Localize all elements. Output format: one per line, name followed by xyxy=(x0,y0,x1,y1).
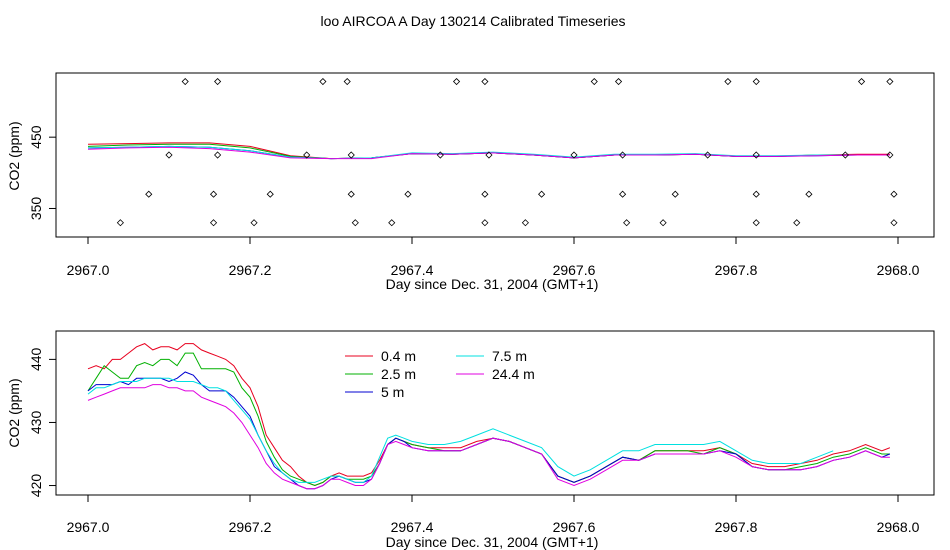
calibration-marker xyxy=(404,190,412,198)
legend-label: 5 m xyxy=(381,384,404,400)
x-tick-label: 2967.4 xyxy=(391,262,434,278)
calibration-marker xyxy=(752,151,760,159)
calibration-marker xyxy=(145,190,153,198)
calibration-marker xyxy=(890,190,898,198)
calibration-marker xyxy=(452,77,461,86)
calibration-marker xyxy=(481,77,489,86)
top-panel: 2967.0 2967.2 2967.4 2967.6 2967.8 2968.0 350… xyxy=(6,72,935,292)
calibration-marker xyxy=(538,190,546,198)
calibration-marker xyxy=(303,151,311,159)
calibration-marker xyxy=(343,77,351,86)
y-tick-label: 430 xyxy=(28,411,44,435)
bottom-x-axis-label: Day since Dec. 31, 2004 (GMT+1) xyxy=(386,534,599,550)
calibration-marker xyxy=(347,190,355,198)
calibration-marker xyxy=(752,190,760,198)
series-line-2-5-m xyxy=(87,352,890,487)
calibration-marker xyxy=(214,151,222,159)
calibration-marker xyxy=(857,77,866,86)
x-tick-label: 2967.4 xyxy=(391,519,434,535)
x-tick-label: 2967.6 xyxy=(553,262,596,278)
legend-label: 0.4 m xyxy=(381,348,416,364)
x-tick-label: 2967.0 xyxy=(67,519,110,535)
top-x-axis-label: Day since Dec. 31, 2004 (GMT+1) xyxy=(386,276,599,292)
series-line-0-4-m xyxy=(87,343,891,487)
series-line-magenta xyxy=(87,146,890,160)
calibration-marker xyxy=(521,219,529,227)
calibration-marker xyxy=(890,219,898,227)
x-tick-label: 2967.2 xyxy=(229,519,272,535)
calibration-marker xyxy=(351,219,359,227)
x-tick-label: 2967.8 xyxy=(715,519,758,535)
calibration-marker xyxy=(347,151,355,159)
x-tick-label: 2967.8 xyxy=(715,262,758,278)
calibration-marker xyxy=(388,219,396,227)
legend-label: 7.5 m xyxy=(492,348,527,364)
series-line-cyan xyxy=(87,145,890,160)
y-tick-label: 420 xyxy=(28,474,44,498)
y-tick-label: 440 xyxy=(28,347,44,371)
calibration-marker xyxy=(841,151,849,159)
x-tick-label: 2967.2 xyxy=(229,262,272,278)
calibration-marker xyxy=(485,151,493,159)
calibration-marker xyxy=(116,219,124,227)
calibration-marker xyxy=(805,190,813,198)
legend: 0.4 m 2.5 m 5 m 7.5 m 24.4 m xyxy=(345,348,535,400)
series-line-7-5-m xyxy=(87,377,834,483)
calibration-marker xyxy=(481,219,489,227)
bottom-panel: 2967.0 2967.2 2967.4 2967.6 2967.8 2968.0 420… xyxy=(6,330,935,550)
calibration-marker xyxy=(266,190,274,198)
x-tick-label: 2967.6 xyxy=(553,519,596,535)
top-plot-frame xyxy=(55,72,935,238)
calibration-marker xyxy=(614,77,623,86)
x-tick-label: 2968.0 xyxy=(877,262,920,278)
calibration-marker xyxy=(570,151,578,159)
calibration-marker xyxy=(436,151,444,159)
y-tick-label: 350 xyxy=(28,197,44,221)
calibration-marker xyxy=(319,77,327,86)
calibration-marker xyxy=(659,219,667,227)
chart-title: loo AIRCOA A Day 130214 Calibrated Times… xyxy=(320,13,625,29)
calibration-marker xyxy=(250,219,258,227)
legend-label: 2.5 m xyxy=(381,366,416,382)
y-tick-label: 450 xyxy=(28,125,44,149)
calibration-marker xyxy=(590,77,598,86)
calibration-marker xyxy=(886,151,894,159)
calibration-marker xyxy=(165,151,173,159)
top-y-axis-label: CO2 (ppm) xyxy=(6,121,22,190)
calibration-marker xyxy=(214,77,222,86)
calibration-marker xyxy=(724,77,732,86)
calibration-marker xyxy=(181,77,189,86)
series-line-24-4-m xyxy=(87,384,890,490)
x-tick-label: 2967.0 xyxy=(67,262,110,278)
calibration-marker xyxy=(793,219,801,227)
bottom-y-axis-label: CO2 (ppm) xyxy=(6,378,22,447)
calibration-marker xyxy=(623,219,631,227)
calibration-marker xyxy=(619,190,627,198)
calibration-marker xyxy=(752,77,760,86)
calibration-marker xyxy=(671,190,679,198)
calibration-marker xyxy=(704,151,712,159)
calibration-marker xyxy=(752,219,760,227)
calibration-marker xyxy=(886,77,894,86)
calibration-marker xyxy=(209,219,218,227)
calibration-marker xyxy=(481,190,489,198)
bottom-plot-frame xyxy=(55,330,935,496)
x-tick-label: 2968.0 xyxy=(877,519,920,535)
calibration-marker xyxy=(619,151,627,159)
calibration-marker xyxy=(209,190,218,198)
legend-label: 24.4 m xyxy=(492,366,535,382)
